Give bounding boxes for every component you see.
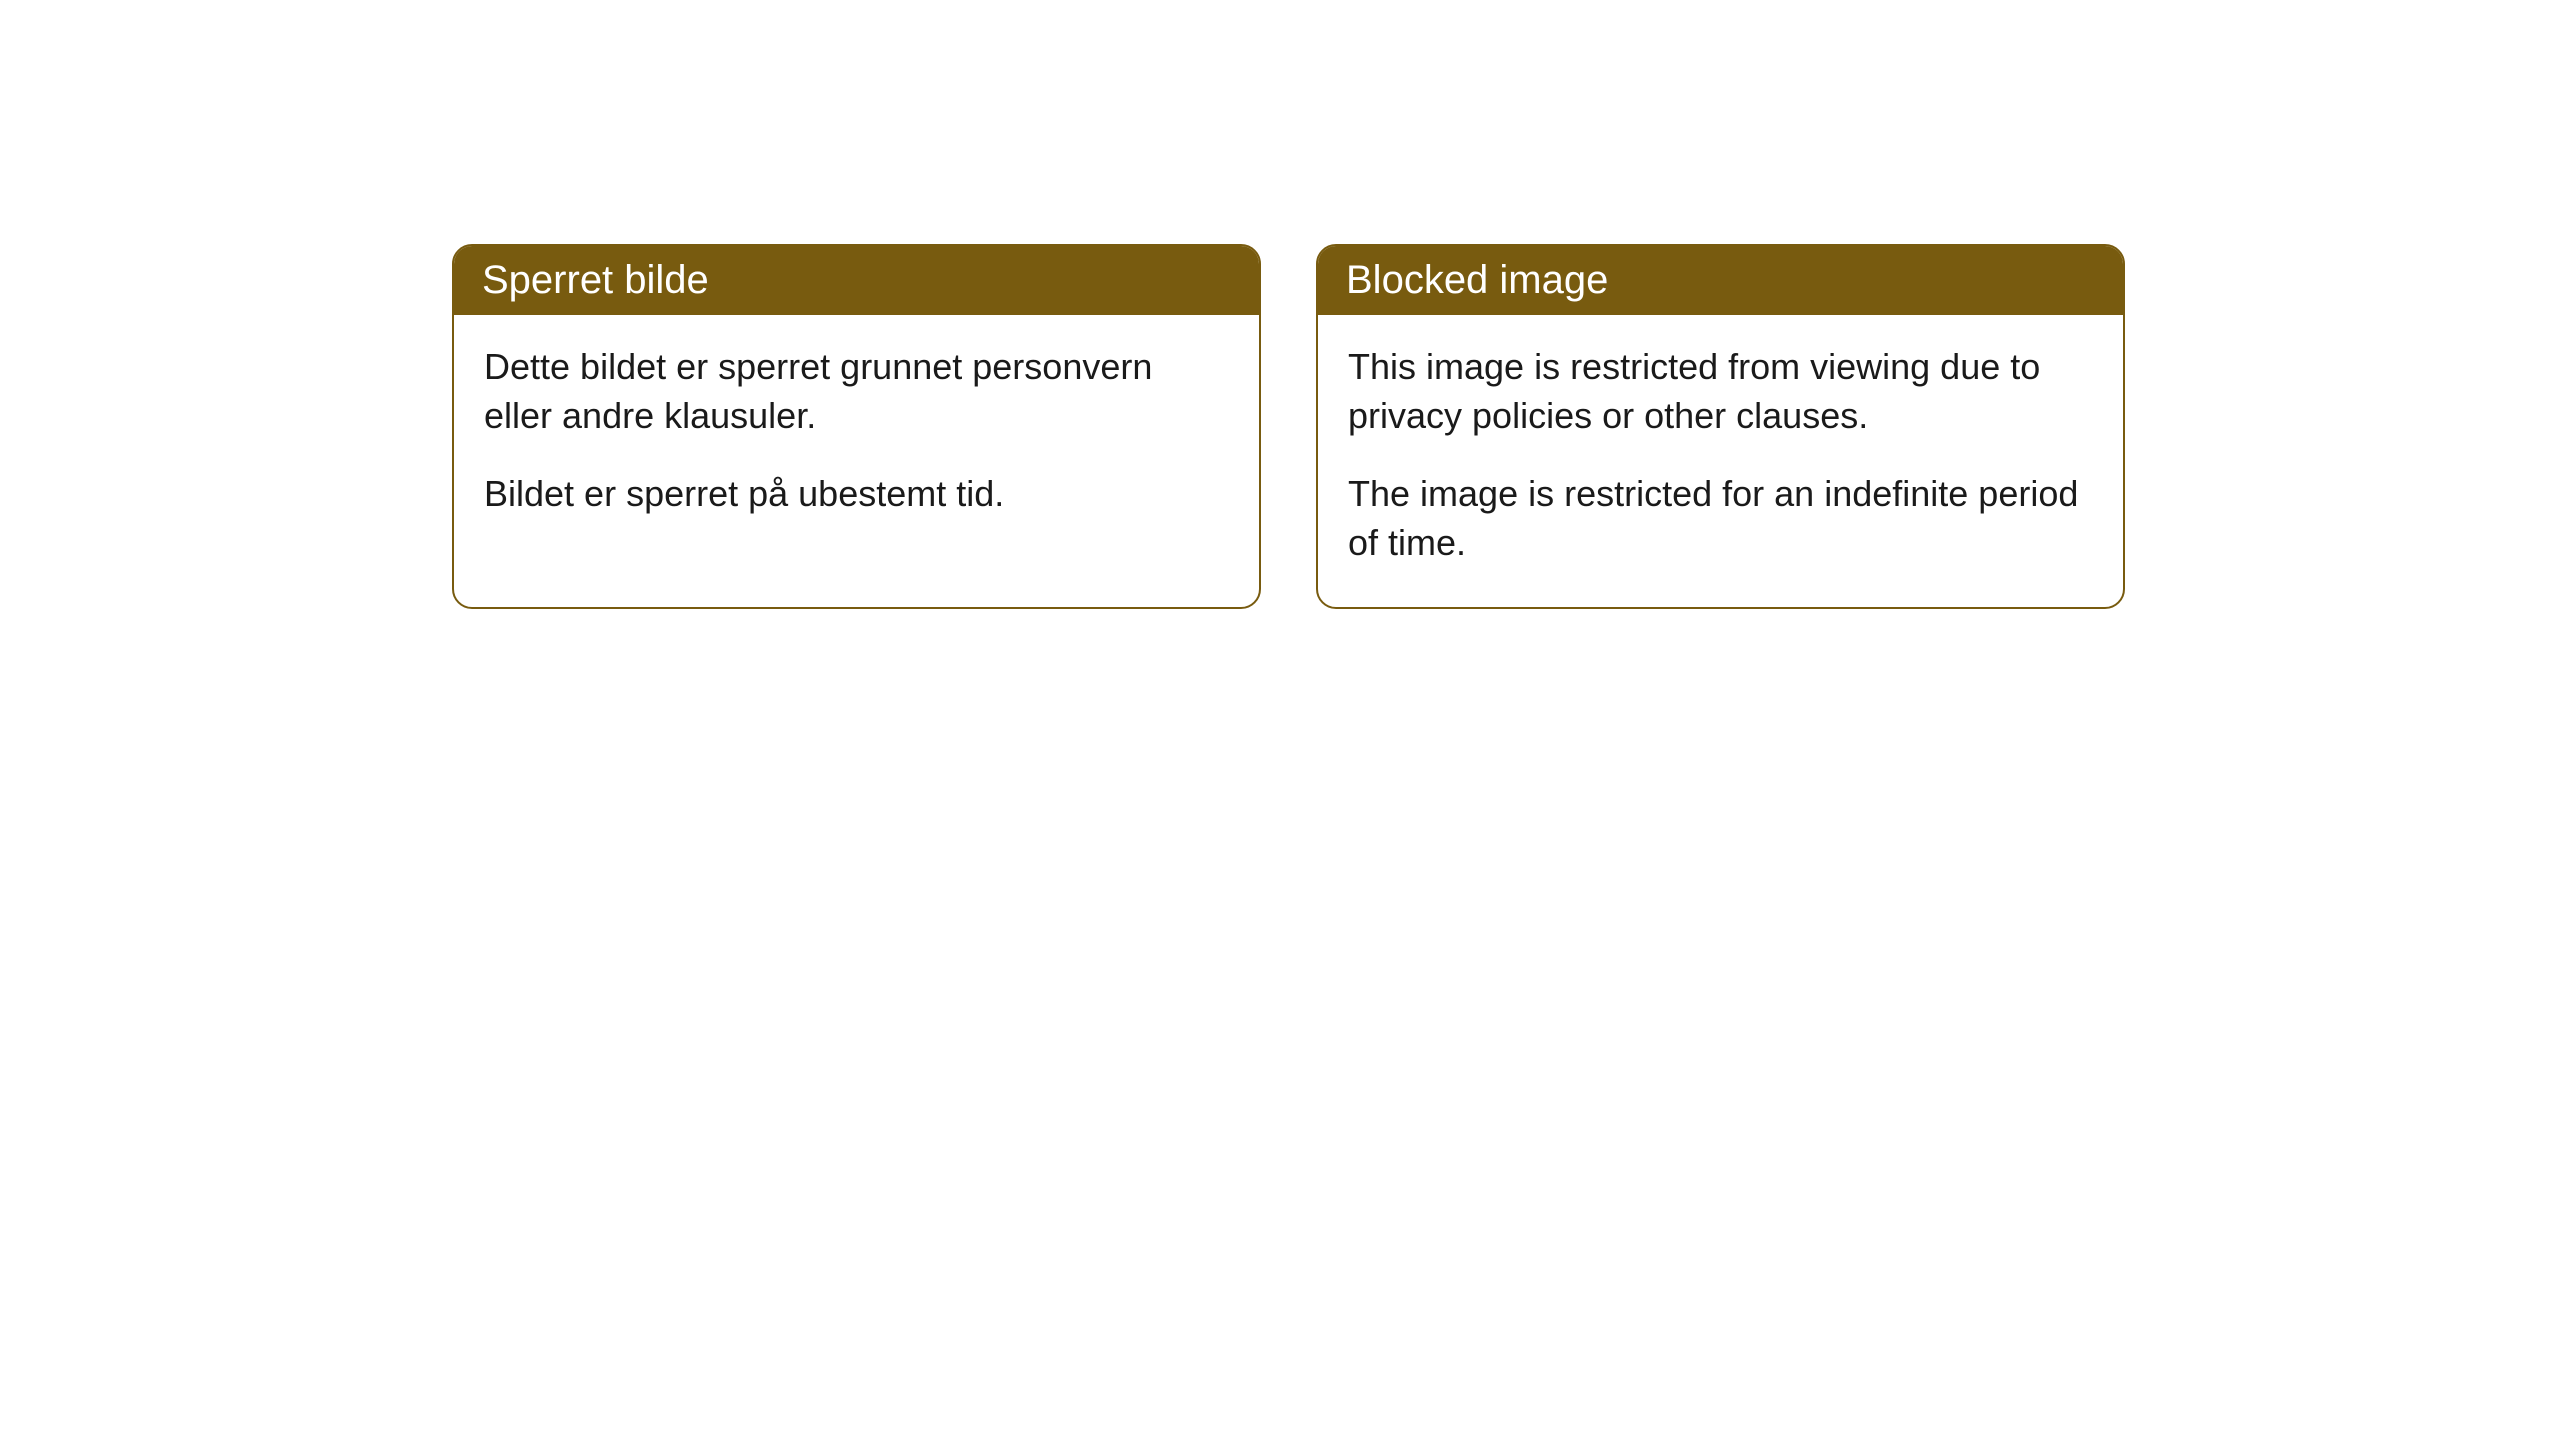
card-body-english: This image is restricted from viewing du…: [1318, 315, 2123, 607]
notice-card-norwegian: Sperret bilde Dette bildet er sperret gr…: [452, 244, 1261, 609]
card-header-english: Blocked image: [1318, 246, 2123, 315]
card-title: Sperret bilde: [482, 258, 709, 302]
card-paragraph-2: Bildet er sperret på ubestemt tid.: [484, 470, 1229, 519]
card-body-norwegian: Dette bildet er sperret grunnet personve…: [454, 315, 1259, 559]
card-paragraph-2: The image is restricted for an indefinit…: [1348, 470, 2093, 567]
card-title: Blocked image: [1346, 258, 1608, 302]
notice-cards-container: Sperret bilde Dette bildet er sperret gr…: [452, 244, 2125, 609]
notice-card-english: Blocked image This image is restricted f…: [1316, 244, 2125, 609]
card-paragraph-1: Dette bildet er sperret grunnet personve…: [484, 343, 1229, 440]
card-paragraph-1: This image is restricted from viewing du…: [1348, 343, 2093, 440]
card-header-norwegian: Sperret bilde: [454, 246, 1259, 315]
